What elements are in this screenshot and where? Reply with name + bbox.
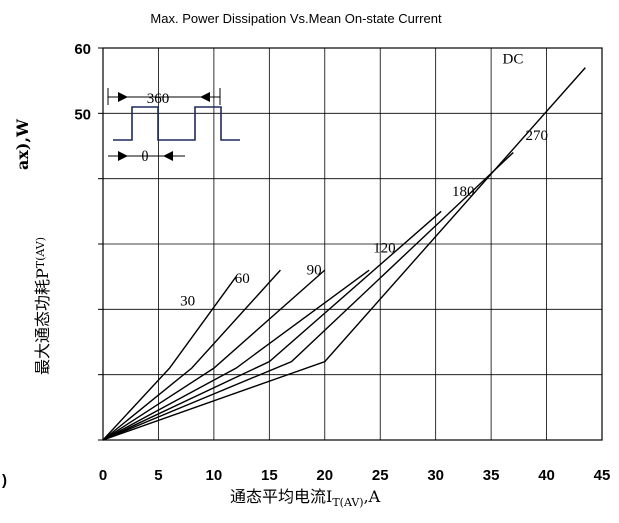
series-line-dc [102,67,586,441]
period-arrow-head-right [200,92,210,102]
axes [98,47,603,441]
stray-glyph: ) [2,472,7,489]
curve-label-120: 120 [373,241,396,257]
curve-label-60: 60 [235,271,250,287]
waveform-inset: 360 θ [107,88,240,165]
chart-title: Max. Power Dissipation Vs.Mean On-state … [150,11,442,26]
curve-label-270: 270 [525,128,548,144]
series-line-180 [102,210,442,441]
tick-labels: 0 5 10 15 20 25 30 35 40 45 60 50 [74,41,610,484]
y-tick-label: 50 [74,106,91,123]
grid [103,48,602,440]
series [102,67,586,441]
x-tick-label: 40 [538,467,555,484]
x-tick-label: 0 [99,467,107,484]
x-tick-label: 35 [483,467,500,484]
curve-label-180: 180 [452,184,475,200]
x-tick-label: 30 [427,467,444,484]
waveform-pulse [113,106,240,141]
curve-label-dc: DC [503,52,524,68]
pulse-arrow-head-right [163,151,173,161]
curve-labels: 30 60 90 120 180 270 DC [180,52,548,310]
x-tick-label: 5 [154,467,162,484]
curve-label-90: 90 [307,263,322,279]
x-axis-label: 通态平均电流IT(AV),A [230,487,381,509]
pulse-label: θ [141,149,148,165]
series-line-30 [102,276,237,441]
x-tick-label: 20 [316,467,333,484]
period-label: 360 [147,91,170,107]
y-tick-label: 60 [74,41,91,58]
x-tick-label: 25 [372,467,389,484]
series-line-60 [102,269,281,441]
curve-label-30: 30 [180,293,195,309]
pulse-arrow-head-left [118,151,128,161]
x-tick-label: 10 [206,467,223,484]
x-tick-label: 45 [594,467,611,484]
series-line-120 [102,269,370,441]
period-arrow-head-left [118,92,128,102]
series-line-90 [102,269,326,441]
y-axis-label: 最大通态功耗PT(AV) [33,237,52,375]
series-line-270 [102,152,514,441]
y-axis-unit-label: ax),W [13,118,32,170]
x-tick-label: 15 [261,467,278,484]
